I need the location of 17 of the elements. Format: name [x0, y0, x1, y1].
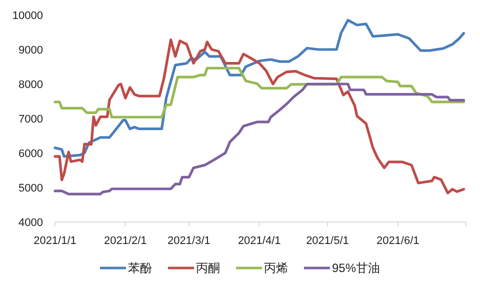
- y-tick-label: 6000: [18, 148, 43, 160]
- x-tick-label: 2021/5/1: [306, 235, 349, 247]
- x-tick-label: 2021/6/1: [376, 235, 420, 247]
- x-tick-label: 2021/3/1: [168, 235, 210, 247]
- y-tick-label: 5000: [18, 182, 43, 194]
- legend-label: 苯酚: [128, 261, 152, 275]
- x-tick-label: 2021/4/1: [238, 235, 281, 247]
- y-tick-label: 9000: [18, 44, 43, 56]
- legend-label: 丙烯: [264, 261, 288, 275]
- y-tick-label: 4000: [18, 217, 43, 229]
- x-tick-label: 2021/1/1: [34, 235, 76, 247]
- y-tick-label: 7000: [18, 114, 43, 126]
- legend-label: 丙酮: [196, 261, 220, 275]
- y-tick-label: 10000: [12, 10, 43, 22]
- x-tick-label: 2021/2/1: [104, 235, 147, 247]
- legend-label: 95%甘油: [332, 261, 380, 275]
- y-tick-label: 8000: [18, 79, 43, 91]
